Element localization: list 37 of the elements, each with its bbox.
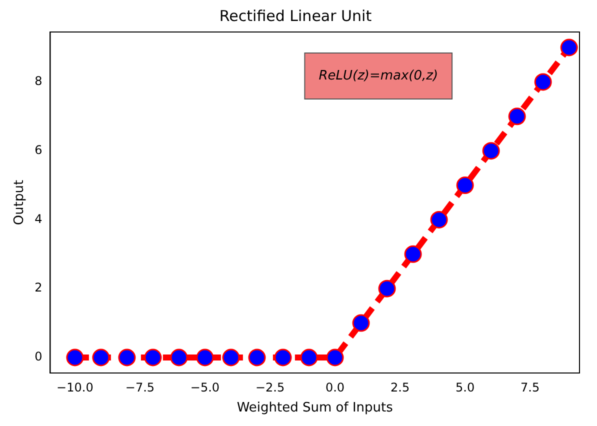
point [66, 348, 84, 366]
y-tick-label: 6 [34, 142, 42, 157]
annotation: ReLU(z)=max(0,z) [318, 68, 438, 84]
x-axis-title: Weighted Sum of Inputs [236, 400, 394, 416]
x-tick-label: 0.0 [325, 380, 345, 394]
point [456, 176, 474, 194]
point [430, 210, 448, 228]
chart-title: Rectified Linear Unit [219, 6, 372, 25]
y-tick-label: 4 [34, 212, 42, 226]
x-tick-label: 2.5 [390, 380, 410, 394]
point [300, 348, 318, 366]
y-tick-label: 2 [34, 280, 42, 295]
x-tick-label: −5.0 [190, 380, 220, 394]
x-tick-label: 7.5 [520, 380, 540, 394]
x-tick-label: −10.0 [56, 380, 94, 394]
point [352, 314, 370, 332]
point [92, 348, 110, 366]
x-tick-label: −7.5 [125, 380, 155, 394]
point [560, 38, 578, 56]
point [404, 245, 422, 263]
point [482, 142, 500, 160]
point [274, 348, 292, 366]
point [196, 348, 214, 366]
point [170, 348, 188, 366]
point [118, 348, 136, 366]
point [326, 348, 344, 366]
x-tick-label: 5.0 [456, 380, 475, 394]
y-axis-title: Output [12, 180, 28, 226]
point [144, 348, 162, 366]
point [248, 348, 266, 366]
point [508, 108, 526, 126]
y-tick-label: 0 [34, 350, 42, 364]
y-tick-label: 8 [34, 74, 42, 88]
point [222, 348, 240, 366]
point [534, 73, 552, 91]
point [378, 280, 396, 298]
x-tick-label: −2.5 [255, 380, 285, 394]
